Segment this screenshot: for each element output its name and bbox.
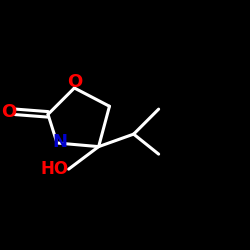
Text: HO: HO	[41, 160, 69, 178]
Text: O: O	[2, 103, 17, 121]
Text: O: O	[67, 73, 82, 91]
Text: N: N	[52, 133, 67, 151]
